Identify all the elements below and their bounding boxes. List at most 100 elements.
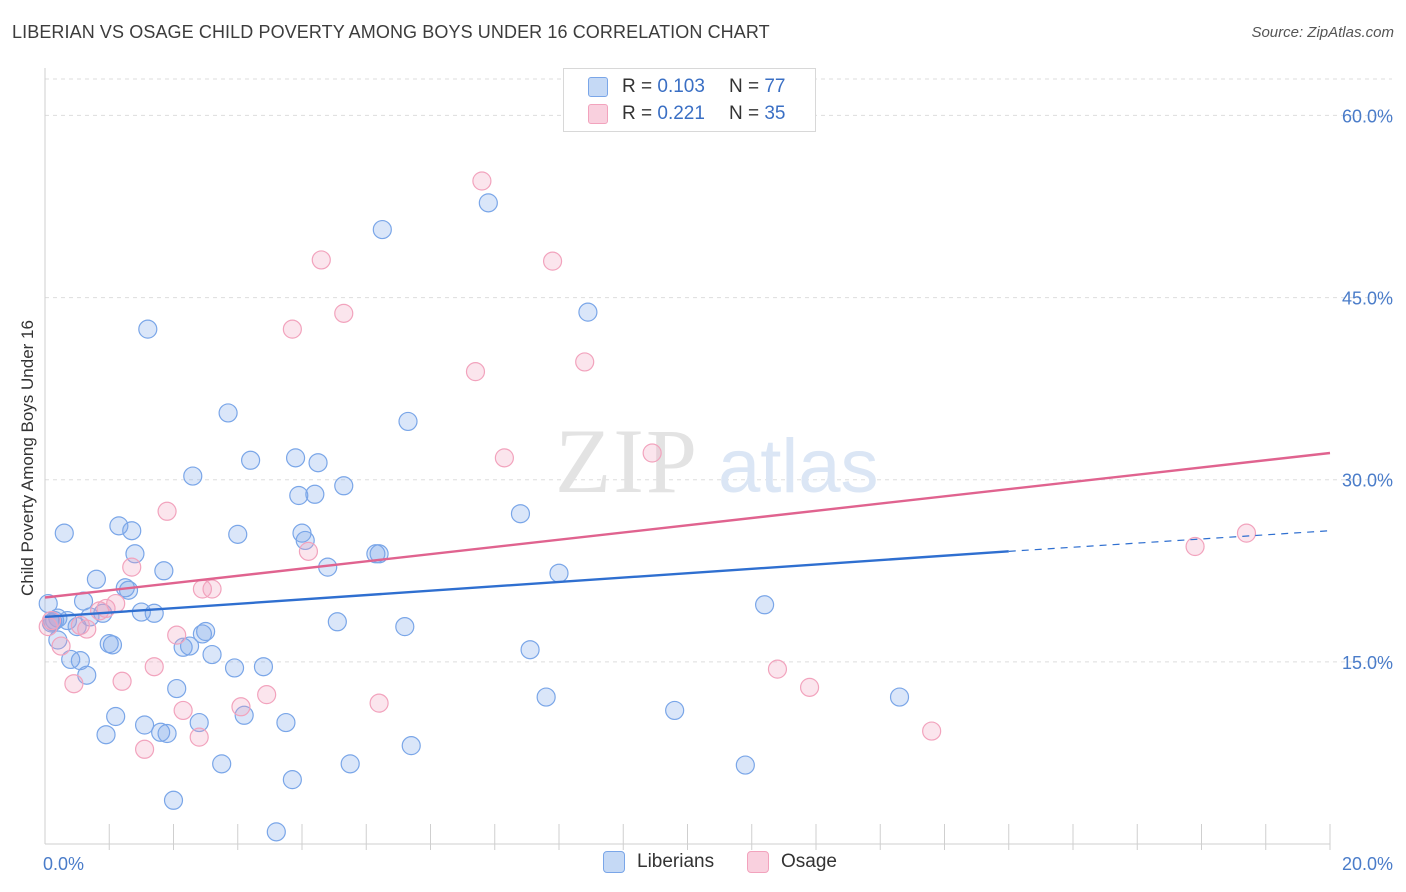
liberians-point bbox=[889, 687, 910, 707]
legend-n-value: 77 bbox=[764, 76, 786, 97]
liberians-point bbox=[202, 644, 222, 665]
osage-point bbox=[189, 727, 209, 747]
liberians-point bbox=[167, 678, 187, 699]
legend-swatch-osage bbox=[747, 851, 769, 873]
y-tick-label: 30.0% bbox=[1342, 471, 1393, 491]
osage-point bbox=[202, 579, 222, 599]
correlation-legend: R = 0.103 N = 77 R = 0.221 N = 35 bbox=[563, 68, 816, 132]
legend-swatch-liberians bbox=[603, 851, 625, 873]
liberians-point bbox=[138, 319, 158, 339]
legend-n-value: 35 bbox=[764, 103, 786, 124]
osage-point bbox=[51, 636, 71, 656]
osage-point bbox=[465, 362, 486, 382]
liberians-point bbox=[401, 736, 421, 756]
trend-lines bbox=[44, 451, 1331, 619]
liberians-point bbox=[253, 657, 274, 677]
liberians-point bbox=[144, 603, 164, 623]
liberians-point bbox=[665, 700, 685, 721]
liberians-point bbox=[276, 712, 296, 733]
liberians-point bbox=[295, 530, 315, 551]
legend-r-label: R = bbox=[622, 76, 653, 97]
legend-n-label: N = bbox=[728, 76, 760, 97]
osage-point bbox=[799, 677, 820, 697]
liberians-point bbox=[163, 790, 184, 810]
liberians-point bbox=[372, 219, 392, 240]
liberians-point bbox=[754, 595, 775, 615]
liberians-point bbox=[340, 754, 360, 774]
liberians-point bbox=[266, 822, 286, 842]
osage-point bbox=[1185, 536, 1205, 557]
liberians-point bbox=[118, 580, 139, 600]
osage-point bbox=[77, 619, 97, 639]
osage-point bbox=[494, 448, 514, 468]
liberians-point bbox=[305, 484, 325, 504]
osage-point bbox=[112, 671, 132, 691]
liberians-point bbox=[61, 649, 81, 670]
liberians-point bbox=[106, 706, 126, 727]
legend-row-liberians: R = 0.103 N = 77 bbox=[588, 75, 785, 99]
osage-point bbox=[167, 625, 187, 645]
y-tick-label: 45.0% bbox=[1342, 289, 1393, 309]
liberians-point bbox=[285, 448, 306, 468]
legend-label-osage: Osage bbox=[781, 851, 837, 872]
osage-point bbox=[134, 739, 155, 759]
osage-point bbox=[144, 657, 164, 677]
osage-point bbox=[231, 697, 251, 717]
liberians-point bbox=[196, 621, 216, 642]
liberians-point bbox=[102, 635, 123, 655]
liberians-point bbox=[192, 624, 213, 644]
y-tick-label: 60.0% bbox=[1342, 106, 1393, 126]
liberians-point bbox=[735, 755, 755, 775]
liberians-point bbox=[218, 403, 238, 423]
liberians-point bbox=[179, 636, 200, 656]
liberians-point bbox=[48, 630, 68, 650]
chart-title: LIBERIAN VS OSAGE CHILD POVERTY AMONG BO… bbox=[12, 22, 770, 42]
y-axis-label: Child Poverty Among Boys Under 16 bbox=[18, 320, 37, 596]
watermark-atlas: atlas bbox=[718, 424, 879, 509]
liberians-point bbox=[228, 524, 248, 544]
liberians-point bbox=[398, 411, 418, 432]
liberians-point bbox=[549, 563, 569, 583]
watermark-zip: ZIP bbox=[555, 410, 699, 512]
osage-point bbox=[41, 610, 62, 631]
osage-point bbox=[157, 501, 177, 521]
legend-r-value: 0.103 bbox=[657, 76, 705, 97]
liberians-point bbox=[96, 725, 116, 745]
osage-point bbox=[64, 674, 84, 694]
axes bbox=[44, 68, 1331, 850]
liberians-point bbox=[212, 754, 232, 774]
osage-point bbox=[334, 303, 354, 323]
watermark: ZIP atlas bbox=[555, 410, 879, 512]
osage-point bbox=[282, 319, 302, 339]
liberians-point bbox=[282, 770, 302, 790]
osage-trend-line bbox=[44, 451, 1331, 599]
legend-swatch-osage bbox=[588, 104, 608, 124]
liberians-point bbox=[189, 712, 209, 733]
liberians-point bbox=[54, 523, 74, 543]
legend-item-liberians: Liberians bbox=[603, 851, 714, 873]
liberians-point bbox=[109, 516, 129, 536]
legend-r-label: R = bbox=[622, 103, 653, 124]
osage-point bbox=[122, 557, 142, 577]
legend-label-liberians: Liberians bbox=[637, 851, 715, 872]
osage-point bbox=[311, 250, 331, 270]
x-tick-label: 0.0% bbox=[43, 854, 84, 874]
osage-point bbox=[922, 721, 942, 741]
osage-point bbox=[575, 352, 595, 372]
liberians-point bbox=[173, 637, 193, 657]
liberians-point bbox=[289, 485, 309, 506]
osage-point bbox=[173, 700, 193, 721]
liberians-point bbox=[86, 569, 107, 589]
legend-n-label: N = bbox=[728, 103, 760, 124]
liberians-point bbox=[334, 476, 354, 496]
liberians-point bbox=[134, 715, 155, 735]
osage-point bbox=[472, 171, 492, 191]
liberians-point bbox=[241, 450, 261, 470]
liberians-point bbox=[478, 193, 498, 213]
liberians-point bbox=[122, 521, 142, 541]
liberians-point bbox=[308, 453, 328, 473]
osage-point bbox=[369, 693, 389, 713]
liberians-trend-line bbox=[44, 550, 1009, 619]
legend-swatch-liberians bbox=[588, 77, 608, 97]
